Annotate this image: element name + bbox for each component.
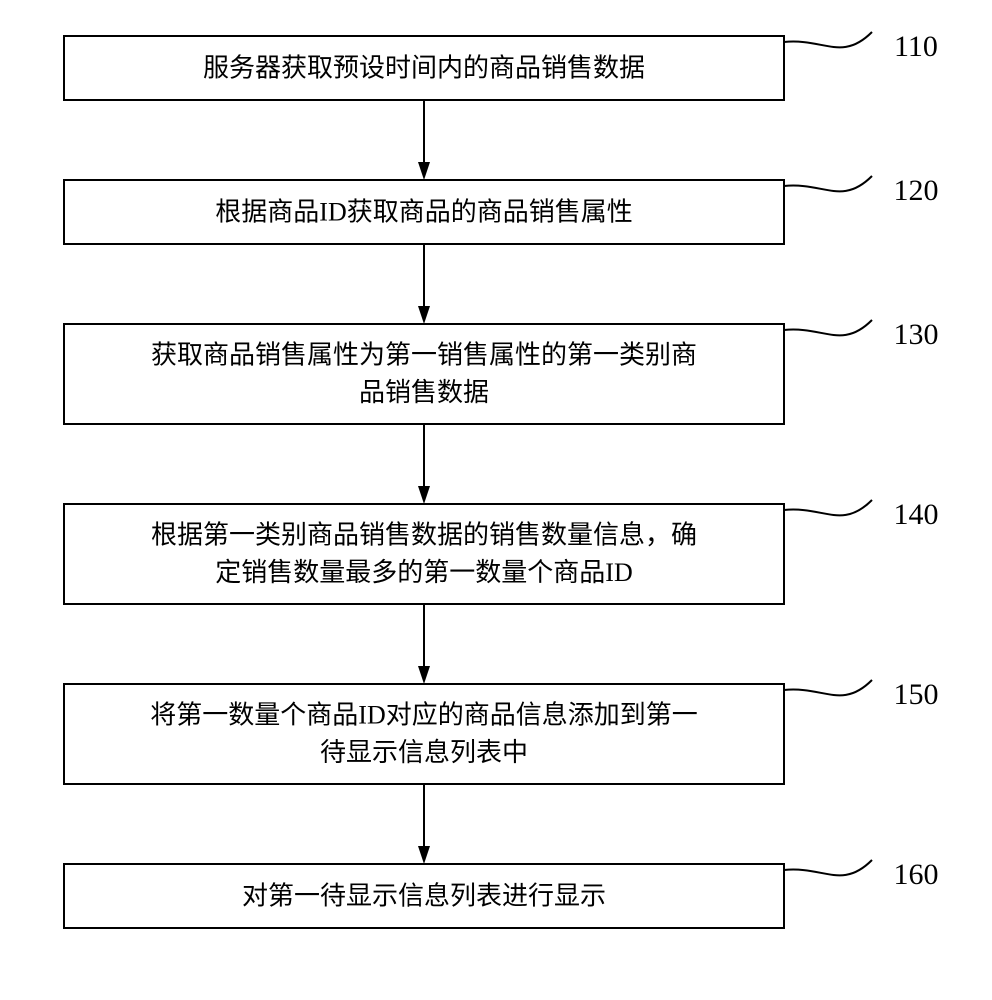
step-number: 120 [894, 174, 939, 207]
step-number: 130 [894, 318, 939, 351]
step-text: 对第一待显示信息列表进行显示 [242, 881, 606, 910]
step-box [64, 684, 784, 784]
step-text: 获取商品销售属性为第一销售属性的第一类别商 [151, 340, 697, 369]
step-box [64, 504, 784, 604]
step-text: 待显示信息列表中 [320, 738, 528, 767]
step-text: 服务器获取预设时间内的商品销售数据 [203, 53, 645, 82]
step-number: 150 [894, 678, 939, 711]
step-number: 110 [894, 30, 938, 63]
step-text: 定销售数量最多的第一数量个商品ID [215, 558, 632, 587]
step-box [64, 324, 784, 424]
step-text: 将第一数量个商品ID对应的商品信息添加到第一 [150, 700, 697, 729]
step-number: 160 [894, 858, 939, 891]
background [0, 0, 992, 1000]
step-text: 品销售数据 [359, 378, 489, 407]
step-text: 根据第一类别商品销售数据的销售数量信息，确 [151, 520, 697, 549]
step-text: 根据商品ID获取商品的商品销售属性 [215, 197, 632, 226]
step-number: 140 [894, 498, 939, 531]
flowchart-canvas: 服务器获取预设时间内的商品销售数据 110 根据商品ID获取商品的商品销售属性 120… [0, 0, 992, 1000]
